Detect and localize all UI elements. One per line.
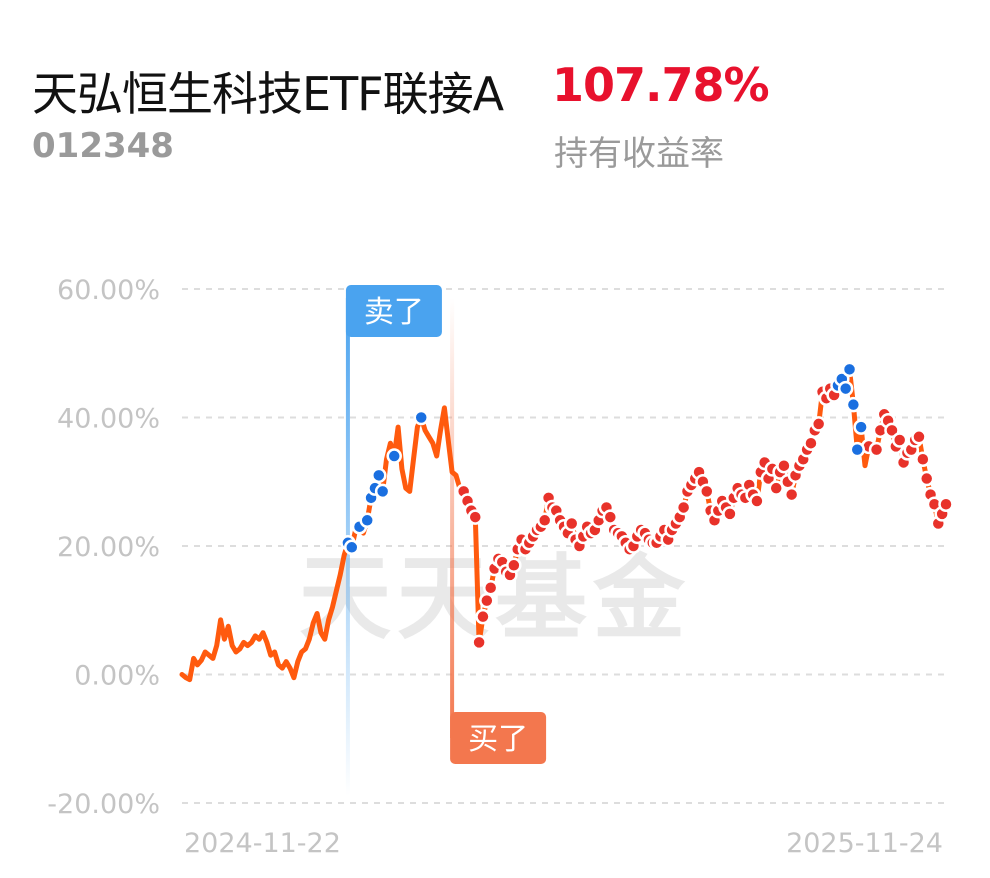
- sell-dot[interactable]: [849, 441, 866, 458]
- buy-dot[interactable]: [776, 457, 792, 474]
- x-end-label: 2025-11-24: [786, 828, 943, 859]
- buy-dot[interactable]: [783, 486, 800, 503]
- buy-dot[interactable]: [602, 509, 619, 525]
- buy-dot[interactable]: [884, 422, 900, 439]
- sell-dot[interactable]: [413, 409, 429, 426]
- buy-dot[interactable]: [911, 429, 927, 445]
- buy-dot[interactable]: [699, 483, 715, 500]
- y-tick-label: 60.00%: [57, 275, 160, 306]
- x-start-label: 2024-11-22: [184, 828, 341, 859]
- buy-dot[interactable]: [471, 634, 487, 651]
- buy-dot[interactable]: [722, 506, 738, 522]
- buy-dot[interactable]: [768, 480, 784, 496]
- buy-dot[interactable]: [506, 557, 522, 574]
- sell-dot[interactable]: [845, 396, 862, 413]
- buy-marker-label: 买了: [468, 722, 528, 757]
- trade-dots: [340, 361, 954, 651]
- buy-dot[interactable]: [891, 432, 908, 448]
- buy-dot[interactable]: [915, 451, 931, 468]
- buy-marker-tag[interactable]: [450, 712, 547, 764]
- holding-return-label: 持有收益率: [554, 134, 724, 174]
- buy-dot[interactable]: [810, 416, 827, 432]
- buy-dot[interactable]: [563, 515, 580, 532]
- buy-dot[interactable]: [675, 499, 692, 516]
- buy-dot[interactable]: [536, 512, 553, 529]
- y-tick-label: -20.00%: [47, 789, 160, 820]
- return-chart[interactable]: 60.00%40.00%20.00%0.00%-20.00% 天天基金 卖了买了…: [0, 200, 990, 878]
- y-tick-label: 20.00%: [57, 532, 160, 563]
- sell-dot[interactable]: [853, 419, 869, 435]
- buy-dot[interactable]: [479, 592, 495, 609]
- buy-marker-line: [450, 298, 455, 738]
- buy-dot[interactable]: [475, 608, 491, 625]
- buy-dot[interactable]: [938, 496, 954, 512]
- buy-dot[interactable]: [482, 580, 499, 596]
- buy-dot[interactable]: [918, 470, 935, 487]
- sell-marker-tag[interactable]: [345, 285, 442, 337]
- sell-marker-label: 卖了: [364, 295, 424, 330]
- buy-dot[interactable]: [749, 493, 765, 509]
- holding-return-value: 107.78%: [552, 58, 770, 112]
- sell-dot[interactable]: [386, 448, 402, 464]
- sell-dot[interactable]: [344, 539, 360, 556]
- sell-dot[interactable]: [371, 467, 387, 484]
- fund-code: 012348: [32, 126, 174, 166]
- sell-dot[interactable]: [359, 512, 375, 529]
- y-axis-ticks: 60.00% 40.00% 20.00% 0.00% -20.00%: [47, 275, 160, 820]
- sell-dot[interactable]: [374, 483, 391, 500]
- buy-dot[interactable]: [868, 441, 885, 458]
- y-tick-label: 40.00%: [57, 404, 160, 435]
- buy-dot[interactable]: [467, 509, 484, 525]
- y-tick-label: 0.00%: [74, 661, 160, 692]
- fund-name: 天弘恒生科技ETF联接A: [32, 67, 504, 121]
- sell-dot[interactable]: [841, 361, 858, 378]
- sell-dot[interactable]: [837, 380, 854, 397]
- buy-dot[interactable]: [803, 435, 819, 451]
- fund-header: 天弘恒生科技ETF联接A 012348 107.78% 持有收益率: [0, 0, 990, 200]
